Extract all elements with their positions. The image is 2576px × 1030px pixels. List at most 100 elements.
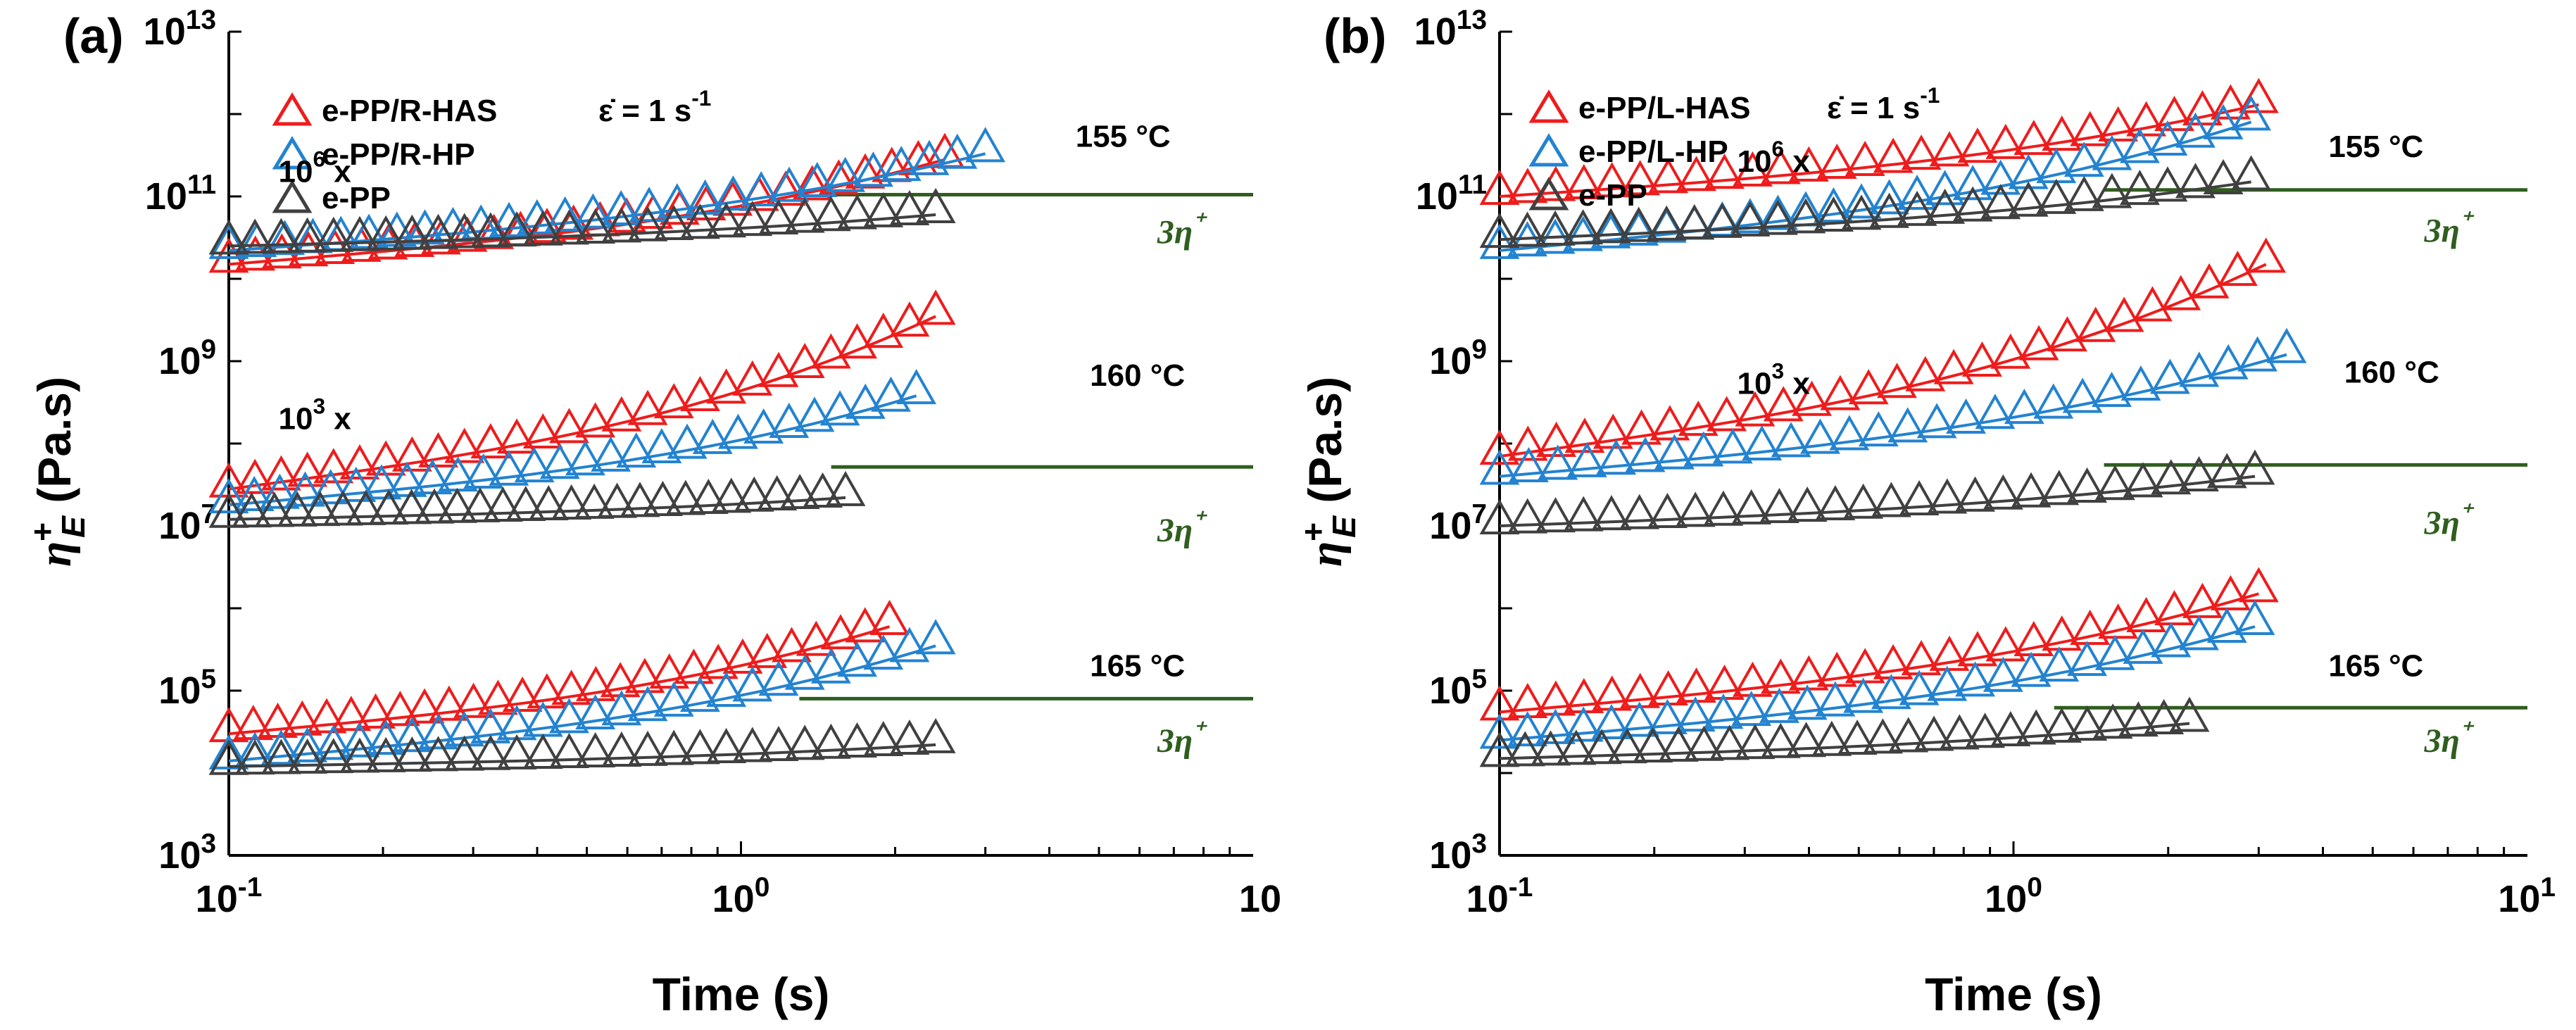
data-point: [391, 717, 432, 753]
data-point: [869, 599, 910, 635]
data-point: [1925, 188, 1966, 224]
data-point: [779, 474, 820, 510]
temperature-label: 160 °C: [1090, 358, 1185, 393]
data-point: [2042, 707, 2082, 743]
data-point: [1479, 713, 1520, 749]
data-point: [1939, 714, 1980, 750]
data-point: [732, 201, 773, 237]
data-point: [1916, 403, 1957, 439]
data-point: [1905, 356, 1946, 391]
data-point: [1621, 409, 1662, 445]
data-point: [1704, 153, 1745, 189]
data-point: [1897, 175, 1937, 211]
data-point: [356, 693, 396, 729]
data-point: [1479, 169, 1520, 205]
data-point: [260, 455, 301, 491]
data-point: [437, 487, 477, 523]
data-point: [1731, 691, 1772, 727]
data-point: [313, 724, 354, 760]
data-point: [1858, 411, 1899, 447]
shift-factor-label: 103 x: [1738, 358, 1811, 401]
data-point: [2123, 462, 2163, 498]
data-point: [627, 686, 668, 722]
data-point: [1507, 711, 1548, 747]
data-point: [601, 731, 642, 767]
data-point: [339, 215, 380, 251]
legend-label: e-PP/L-HP: [1578, 134, 1728, 169]
data-point: [1873, 137, 1914, 173]
data-point: [1965, 712, 2006, 748]
data-point: [2092, 371, 2132, 408]
y-tick-label: 109: [158, 334, 216, 382]
series-e-PP/R-HP-160 °C: [208, 369, 937, 514]
data-point: [818, 159, 859, 195]
data-point: [346, 489, 387, 525]
data-point: [641, 428, 682, 464]
data-point: [1985, 123, 2026, 159]
data-point: [792, 165, 833, 201]
data-point: [2011, 651, 2052, 687]
y-tick-label: 105: [158, 664, 216, 712]
data-point: [1815, 681, 1856, 717]
data-point: [803, 472, 843, 508]
data-point: [470, 423, 511, 459]
data-point: [575, 208, 616, 244]
data-point: [2036, 178, 2077, 214]
data-point: [665, 479, 706, 515]
data-point: [2104, 296, 2144, 332]
data-point: [1946, 398, 1986, 434]
data-point: [1869, 192, 1909, 228]
data-point: [1658, 726, 1699, 762]
data-point: [575, 693, 616, 729]
data-point: [1709, 724, 1750, 760]
data-point: [414, 488, 455, 524]
data-point: [2237, 336, 2278, 372]
x-axis-title: Time (s): [1925, 968, 2102, 1020]
data-point: [1731, 489, 1772, 525]
data-point: [825, 156, 866, 192]
data-point: [706, 727, 747, 763]
steady-state-label: 3η⁺: [2424, 499, 2475, 541]
data-point: [653, 729, 694, 765]
data-point: [313, 216, 354, 252]
data-point: [889, 301, 930, 337]
y-tick-label: 109: [1429, 334, 1487, 382]
data-point: [1933, 348, 1974, 384]
y-tick-label: 103: [1429, 829, 1487, 877]
data-point: [1814, 187, 1854, 223]
data-point: [1888, 717, 1929, 753]
data-point: [1763, 386, 1804, 422]
data-point: [2179, 615, 2219, 651]
y-tick-label: 107: [1429, 499, 1487, 547]
data-point: [1535, 497, 1576, 533]
data-point: [2161, 275, 2201, 310]
shift-factor-label: 106 x: [279, 146, 352, 189]
data-point: [1955, 661, 1996, 697]
data-point: [1843, 483, 1884, 519]
data-point: [1983, 656, 2023, 692]
data-point: [1479, 429, 1520, 465]
data-point: [1619, 206, 1659, 242]
data-point: [627, 730, 668, 766]
data-point: [1504, 731, 1545, 767]
legend-marker: [272, 180, 313, 213]
data-point: [514, 447, 555, 483]
data-point: [1869, 179, 1909, 215]
data-point: [1591, 704, 1632, 740]
data-point: [1730, 198, 1771, 234]
data-point: [391, 489, 432, 525]
data-point: [1771, 422, 1811, 458]
data-point: [2206, 453, 2247, 489]
data-point: [2094, 465, 2135, 501]
data-point: [1845, 140, 1885, 176]
data-point: [2175, 163, 2216, 199]
data-point: [418, 432, 458, 467]
data-point: [1990, 333, 2031, 369]
data-point: [769, 402, 810, 438]
data-point: [2182, 582, 2223, 618]
data-point: [1983, 474, 2023, 510]
data-point: [794, 396, 835, 432]
data-point: [784, 654, 825, 690]
data-point: [1899, 670, 1940, 705]
data-point: [2016, 709, 2056, 745]
